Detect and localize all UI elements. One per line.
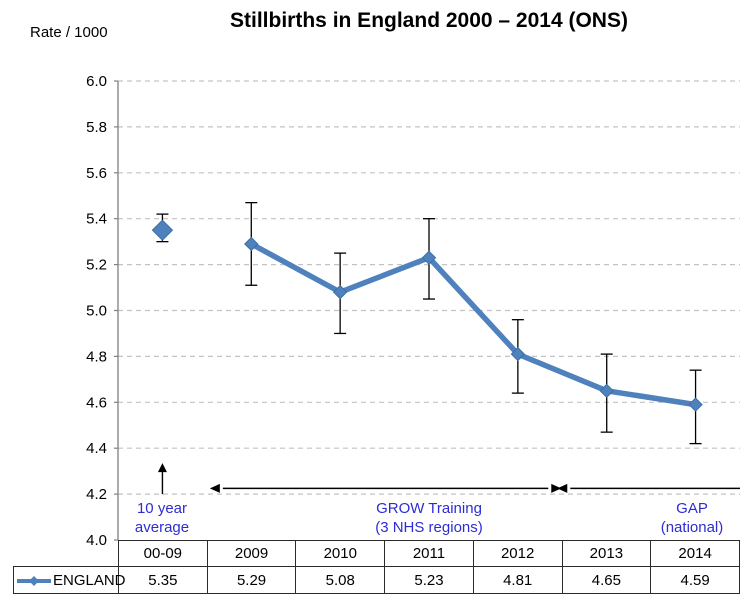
- annotation-gap-national: GAP (national): [622, 499, 740, 537]
- y-axis-unit-label: Rate / 1000: [30, 24, 108, 41]
- table-header-row: 00-09 2009 2010 2011 2012 2013 2014: [14, 540, 740, 567]
- series-line-england: [248, 241, 699, 408]
- y-tick-label: 6.0: [86, 73, 107, 90]
- arrowhead: [209, 483, 220, 493]
- annotation-line: (3 NHS regions): [375, 519, 483, 536]
- year-header-cell: 2013: [561, 540, 652, 567]
- y-tick-label: 5.6: [86, 165, 107, 182]
- data-point-diamond: [421, 250, 437, 265]
- arrowhead: [557, 483, 568, 493]
- data-point-diamond: [688, 397, 703, 412]
- chart-title: Stillbirths in England 2000 – 2014 (ONS): [230, 9, 628, 32]
- data-point-diamond: [151, 219, 174, 241]
- data-point-diamond: [510, 346, 526, 362]
- value-cell: 5.23: [384, 566, 474, 594]
- england-value-row: ENGLAND 5.35 5.29 5.08 5.23 4.81 4.65 4.59: [13, 566, 740, 594]
- year-header-cell: 2011: [384, 540, 474, 567]
- y-tick-label: 4.0: [86, 532, 107, 549]
- annotation-line: (national): [660, 519, 724, 536]
- y-tick-label: 5.2: [86, 257, 107, 274]
- year-header-cell: 2010: [295, 540, 386, 567]
- annotation-line: GROW Training: [376, 500, 482, 517]
- value-cell: 5.29: [206, 566, 297, 594]
- y-tick-label: 5.8: [86, 119, 107, 136]
- arrowhead: [157, 463, 167, 473]
- annotation-line: 10 year: [136, 500, 188, 517]
- value-cell: 5.08: [295, 566, 386, 594]
- value-cell: 4.59: [650, 566, 740, 594]
- value-cell: 5.35: [118, 566, 208, 594]
- legend-series-label: ENGLAND: [53, 571, 126, 589]
- y-tick-label: 4.8: [86, 348, 107, 365]
- annotation-grow-training: GROW Training (3 NHS regions): [339, 499, 519, 537]
- annotation-line: GAP: [676, 500, 708, 517]
- data-point-diamond: [332, 284, 348, 300]
- y-tick-label: 5.4: [86, 211, 107, 228]
- y-tick-label: 5.0: [86, 303, 107, 320]
- annotation-10-year-average: 10 year average: [92, 499, 232, 537]
- data-point-diamond: [599, 383, 614, 399]
- value-cell: 4.81: [472, 566, 563, 594]
- year-header-cell: 2014: [650, 540, 740, 567]
- y-tick-label: 4.6: [86, 394, 107, 411]
- year-header-cell: 2012: [472, 540, 563, 567]
- y-tick-label: 4.2: [86, 486, 107, 503]
- chart-data-table: 00-09 2009 2010 2011 2012 2013 2014 ENGLAND 5.35…: [13, 540, 740, 594]
- england-series-legend-marker-icon: [17, 575, 51, 586]
- value-cell: 4.65: [561, 566, 652, 594]
- data-point-diamond: [244, 236, 259, 252]
- year-header-cell: 00-09: [118, 540, 208, 567]
- year-header-cell: 2009: [206, 540, 297, 567]
- annotation-line: average: [134, 519, 190, 536]
- legend-cell-england: ENGLAND: [13, 566, 126, 594]
- arrowhead: [551, 483, 562, 493]
- table-corner-blank: [14, 541, 119, 567]
- y-tick-label: 4.4: [86, 440, 107, 457]
